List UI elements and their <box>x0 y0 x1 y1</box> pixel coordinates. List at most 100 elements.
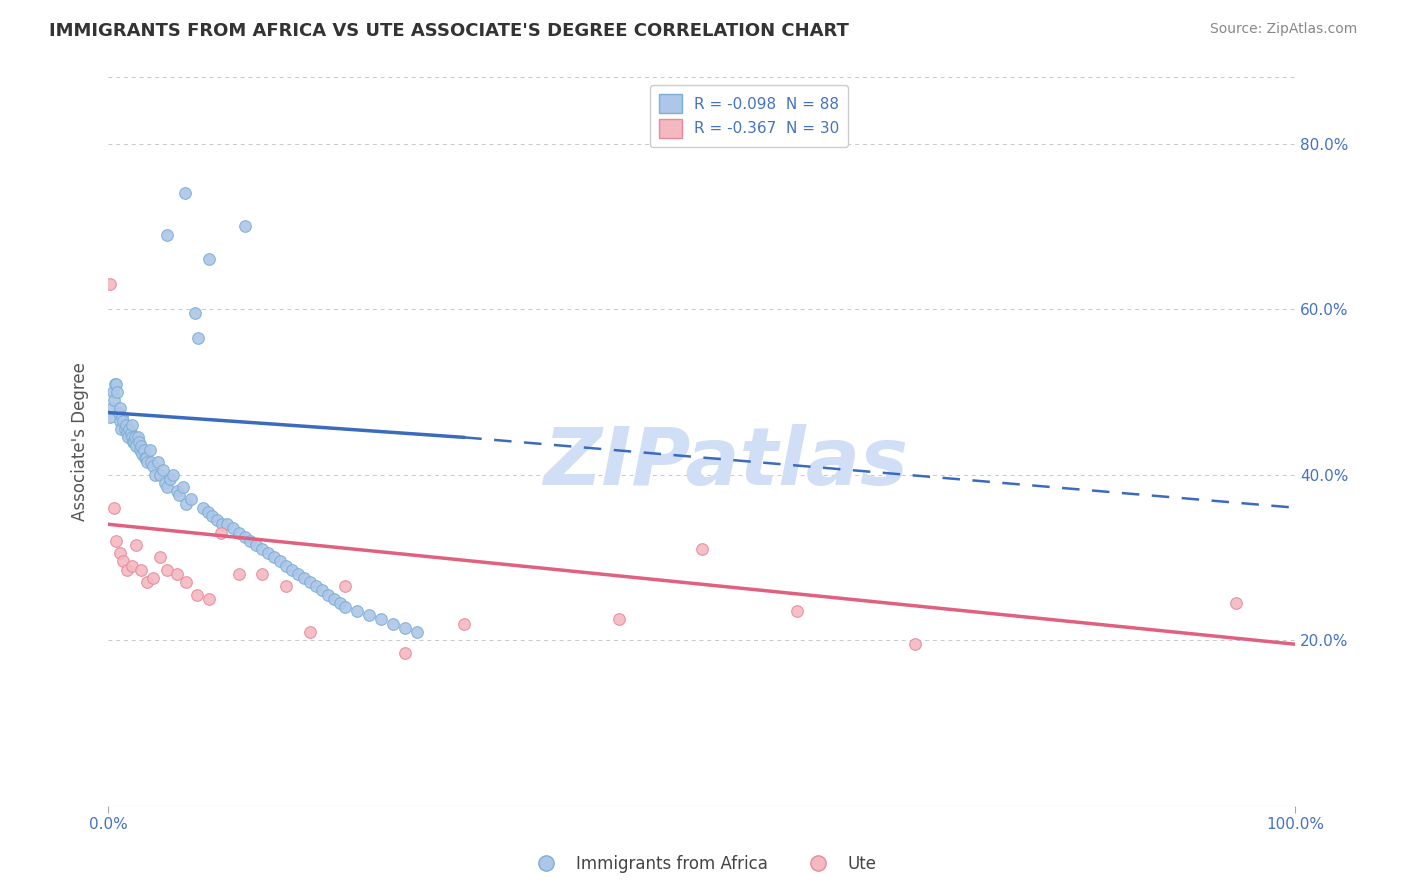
Point <box>305 579 328 593</box>
Point <box>274 558 297 573</box>
Point <box>149 550 172 565</box>
Point <box>245 538 267 552</box>
Point <box>114 417 136 432</box>
Point <box>153 475 176 490</box>
Point <box>316 588 339 602</box>
Point <box>135 451 157 466</box>
Point <box>112 554 135 568</box>
Point <box>125 439 148 453</box>
Point <box>180 492 202 507</box>
Point <box>198 591 221 606</box>
Point <box>122 434 145 449</box>
Point <box>252 542 274 557</box>
Point <box>117 430 139 444</box>
Point <box>129 442 152 457</box>
Point <box>159 472 181 486</box>
Point <box>104 376 127 391</box>
Point <box>121 430 143 444</box>
Point <box>103 393 125 408</box>
Point <box>174 186 197 201</box>
Point <box>121 417 143 432</box>
Point <box>115 563 138 577</box>
Point <box>125 538 148 552</box>
Point <box>132 442 155 457</box>
Point <box>127 430 149 444</box>
Point <box>120 426 142 441</box>
Point <box>298 624 321 639</box>
Point <box>215 517 238 532</box>
Point <box>233 219 256 234</box>
Point <box>187 331 209 345</box>
Point <box>335 579 357 593</box>
Point <box>128 434 150 449</box>
Point <box>287 566 309 581</box>
Point <box>191 500 214 515</box>
Point <box>322 591 344 606</box>
Point <box>252 566 274 581</box>
Point <box>142 571 165 585</box>
Point <box>122 434 145 449</box>
Point <box>394 621 416 635</box>
Point <box>228 525 250 540</box>
Point <box>786 604 808 618</box>
Point <box>108 414 131 428</box>
Point <box>145 467 167 482</box>
Point <box>103 500 125 515</box>
Point <box>166 566 188 581</box>
Text: Source: ZipAtlas.com: Source: ZipAtlas.com <box>1209 22 1357 37</box>
Point <box>335 600 357 615</box>
Point <box>138 442 160 457</box>
Point <box>221 521 243 535</box>
Point <box>111 409 134 424</box>
Point <box>274 579 297 593</box>
Point <box>176 575 198 590</box>
Point <box>146 455 169 469</box>
Point <box>405 624 427 639</box>
Y-axis label: Associate's Degree: Associate's Degree <box>72 362 89 521</box>
Legend: Immigrants from Africa, Ute: Immigrants from Africa, Ute <box>523 848 883 880</box>
Point <box>382 616 405 631</box>
Point <box>201 508 224 523</box>
Point <box>152 463 174 477</box>
Point <box>209 525 232 540</box>
Point <box>328 596 350 610</box>
Point <box>98 277 121 292</box>
Point <box>172 480 194 494</box>
Point <box>197 505 219 519</box>
Point <box>166 484 188 499</box>
Point <box>298 575 321 590</box>
Point <box>124 430 146 444</box>
Point <box>108 401 131 416</box>
Point <box>198 252 221 267</box>
Point <box>105 533 128 548</box>
Point <box>311 583 333 598</box>
Point <box>112 414 135 428</box>
Point <box>139 455 162 469</box>
Point <box>129 563 152 577</box>
Point <box>136 455 159 469</box>
Point <box>239 533 262 548</box>
Point <box>98 409 121 424</box>
Text: ZIPatlas: ZIPatlas <box>543 425 908 502</box>
Point <box>134 451 156 466</box>
Point <box>394 646 416 660</box>
Text: IMMIGRANTS FROM AFRICA VS UTE ASSOCIATE'S DEGREE CORRELATION CHART: IMMIGRANTS FROM AFRICA VS UTE ASSOCIATE'… <box>49 22 849 40</box>
Point <box>114 422 136 436</box>
Point <box>228 566 250 581</box>
Point <box>121 558 143 573</box>
Point <box>110 422 132 436</box>
Point <box>233 530 256 544</box>
Point <box>269 554 291 568</box>
Point <box>211 517 233 532</box>
Point <box>183 306 205 320</box>
Point <box>100 401 122 416</box>
Point <box>904 637 927 651</box>
Point <box>107 406 129 420</box>
Point <box>149 467 172 482</box>
Point <box>186 588 208 602</box>
Point <box>292 571 315 585</box>
Point <box>156 227 179 242</box>
Point <box>101 384 124 399</box>
Point <box>129 439 152 453</box>
Point <box>176 497 198 511</box>
